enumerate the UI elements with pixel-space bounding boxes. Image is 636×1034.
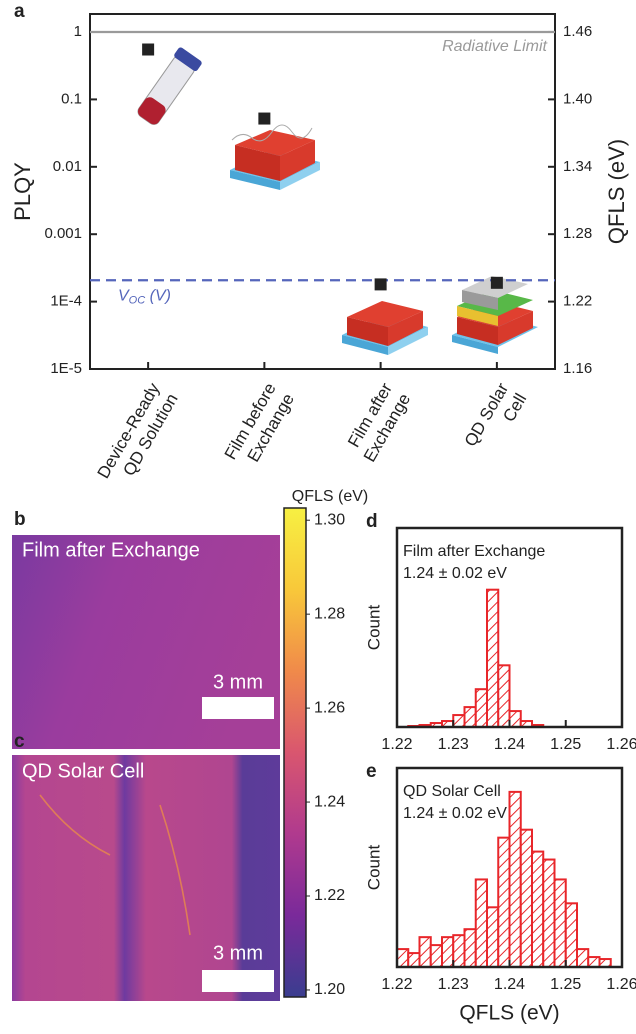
reference-label: VOC (V) <box>118 287 171 306</box>
scale-bar-label: 3 mm <box>213 942 263 964</box>
histogram-bar <box>553 878 567 968</box>
image-label: Film after Exchange <box>22 539 200 561</box>
x-tick-label: 1.26 <box>606 736 636 753</box>
x-tick-label: 1.26 <box>606 976 636 993</box>
plot-frame <box>89 13 556 370</box>
histogram-bar <box>587 956 601 968</box>
colorbar <box>283 507 307 998</box>
panel-letter: d <box>366 511 378 532</box>
panel-letter: a <box>14 1 25 22</box>
histogram-bar <box>407 952 421 969</box>
panel-letter: c <box>14 731 25 752</box>
histogram-bar <box>519 828 533 968</box>
y2-tick-label: 1.22 <box>563 293 592 310</box>
colorbar-tick-label: 1.24 <box>314 793 345 810</box>
y2-tick-label: 1.34 <box>563 158 592 175</box>
histogram-bar <box>497 836 511 969</box>
histogram-title: QD Solar Cell <box>403 783 501 800</box>
panel-letter: e <box>366 761 377 782</box>
y-axis-label: Count <box>364 845 383 891</box>
histogram-bar <box>497 664 511 728</box>
label-part: V <box>118 287 130 304</box>
y-tick-label: 1E-5 <box>50 360 82 377</box>
histogram-annotation: 1.24 ± 0.02 eV <box>403 565 507 582</box>
label-part: (V) <box>145 287 171 304</box>
histogram-bar <box>441 936 455 969</box>
colorbar-tick-label: 1.22 <box>314 887 345 904</box>
y-tick-label: 0.01 <box>53 158 82 175</box>
x-tick-label: 1.25 <box>550 976 581 993</box>
histogram-bar <box>564 902 578 969</box>
histogram-bar <box>452 934 466 968</box>
histogram-bar <box>531 850 545 969</box>
y2-tick-label: 1.16 <box>563 360 592 377</box>
histogram-annotation: 1.24 ± 0.02 eV <box>403 805 507 822</box>
histogram-bar <box>474 688 488 729</box>
y2-tick-label: 1.46 <box>563 23 592 40</box>
histogram-bar <box>429 944 443 968</box>
x-tick-label: 1.23 <box>438 736 469 753</box>
histogram-bar <box>508 790 522 968</box>
colorbar-tick-label: 1.30 <box>314 511 345 528</box>
data-point <box>490 276 503 289</box>
x-tick-label: 1.24 <box>494 976 525 993</box>
colorbar-tick-label: 1.26 <box>314 699 345 716</box>
x-tick-label: 1.22 <box>381 736 412 753</box>
y-tick-label: 1 <box>74 23 82 40</box>
x-tick-label: 1.22 <box>381 976 412 993</box>
illustrations <box>137 47 538 355</box>
qfls-image <box>12 755 280 1001</box>
scale-bar-label: 3 mm <box>213 671 263 693</box>
histogram-bar <box>508 710 522 729</box>
x-axis-label: QFLS (eV) <box>459 1002 559 1025</box>
y2-axis-label: QFLS (eV) <box>604 139 629 244</box>
data-point <box>258 112 271 125</box>
histogram-bar <box>542 858 556 968</box>
histogram-bar <box>452 714 466 728</box>
reference-label: Radiative Limit <box>442 38 547 55</box>
image-label: QD Solar Cell <box>22 760 144 782</box>
histogram-bar <box>576 948 590 969</box>
y2-tick-label: 1.40 <box>563 90 592 107</box>
histogram-bar <box>396 948 410 969</box>
x-tick-label: 1.25 <box>550 736 581 753</box>
image-panels: Film after Exchange 3 mm QD Solar Cell 3… <box>12 535 280 1001</box>
colorbar-tick-label: 1.20 <box>314 981 345 998</box>
panel-letter: b <box>14 509 26 530</box>
data-point <box>142 43 155 56</box>
histogram-title: Film after Exchange <box>403 543 545 560</box>
y-tick-label: 0.001 <box>44 225 82 242</box>
histogram-bar <box>474 878 488 968</box>
histogram-bar <box>418 936 432 969</box>
y-axis-label: Count <box>364 605 383 651</box>
colorbar-tick-label: 1.28 <box>314 605 345 622</box>
histogram-bar <box>463 928 477 969</box>
histogram-bar <box>486 588 500 728</box>
x-tick-label: 1.23 <box>438 976 469 993</box>
y-tick-label: 1E-4 <box>50 293 82 310</box>
label-part: OC <box>129 294 146 306</box>
data-point <box>374 278 387 291</box>
colorbar-title: QFLS (eV) <box>292 488 368 505</box>
y-axis-label: PLQY <box>10 162 35 221</box>
histogram-bar <box>486 906 500 968</box>
y2-tick-label: 1.28 <box>563 225 592 242</box>
histogram-bar <box>463 706 477 728</box>
y-tick-label: 0.1 <box>61 90 82 107</box>
x-tick-label: 1.24 <box>494 736 525 753</box>
